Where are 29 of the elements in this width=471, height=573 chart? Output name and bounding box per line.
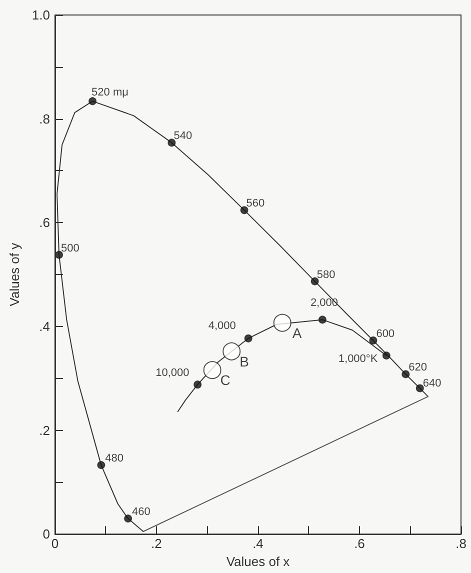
y-tick-label: .6 xyxy=(39,215,50,230)
x-tick-label: .4 xyxy=(252,536,264,552)
annotation: 560 xyxy=(246,198,265,210)
annotation: 500 xyxy=(61,242,80,254)
annotation: B xyxy=(240,353,249,370)
annotation: 600 xyxy=(376,328,395,340)
y-tick-label: .2 xyxy=(39,422,50,438)
annotation: 620 xyxy=(408,362,428,374)
annotation: 2,000 xyxy=(310,297,338,310)
y-tick-label: 0 xyxy=(42,526,50,542)
annotation: 640 xyxy=(422,378,442,390)
annotation: 1,000°K xyxy=(338,353,378,366)
annotation: 460 xyxy=(132,506,150,518)
x-tick-label: .2 xyxy=(151,536,162,552)
y-tick-label: .4 xyxy=(39,318,50,334)
y-tick-label: .8 xyxy=(39,111,50,126)
annotation: 480 xyxy=(105,452,124,465)
x-axis-title: Values of x xyxy=(226,554,290,569)
annotation: 10,000 xyxy=(156,367,190,380)
x-tick-label: .8 xyxy=(456,536,466,552)
annotation: 540 xyxy=(174,130,192,142)
annotation: C xyxy=(220,372,230,388)
y-axis-title: Values of y xyxy=(7,242,22,306)
annotation: 580 xyxy=(316,268,336,281)
annotation: 520 mμ xyxy=(92,86,128,99)
y-tick-label: 1.0 xyxy=(32,8,50,22)
annotation: A xyxy=(292,324,302,341)
x-tick-label: .6 xyxy=(354,536,365,552)
annotation: 4,000 xyxy=(208,320,236,332)
